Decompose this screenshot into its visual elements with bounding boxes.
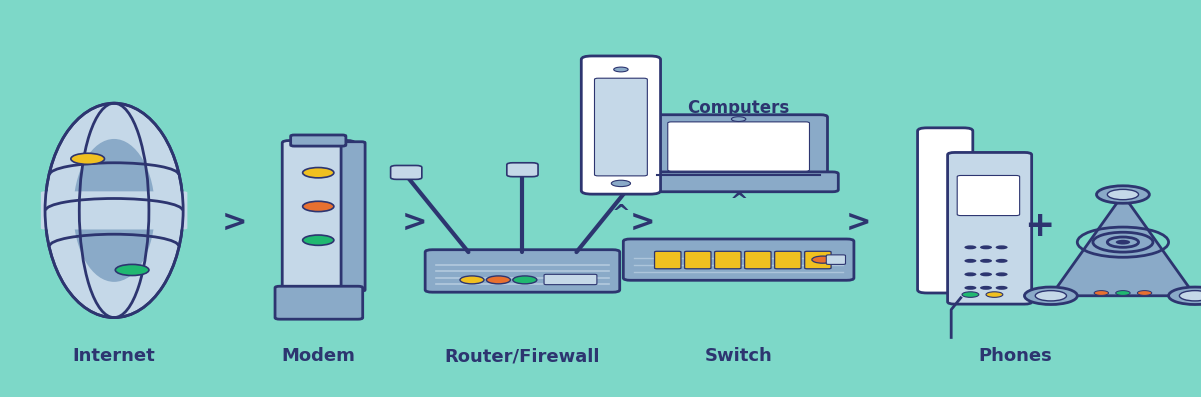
Ellipse shape (46, 103, 183, 318)
Circle shape (964, 245, 976, 249)
Circle shape (1137, 291, 1152, 295)
FancyBboxPatch shape (275, 286, 363, 319)
Circle shape (964, 272, 976, 276)
Circle shape (1116, 291, 1130, 295)
Text: >: > (846, 208, 872, 237)
Circle shape (1094, 291, 1109, 295)
Circle shape (980, 286, 992, 290)
FancyBboxPatch shape (623, 239, 854, 280)
Text: ^: ^ (611, 204, 631, 224)
Circle shape (303, 201, 334, 212)
Circle shape (1179, 291, 1201, 301)
Text: +: + (1023, 209, 1054, 243)
FancyBboxPatch shape (507, 163, 538, 177)
Circle shape (980, 245, 992, 249)
FancyBboxPatch shape (341, 142, 365, 291)
Circle shape (486, 276, 510, 284)
FancyBboxPatch shape (745, 251, 771, 269)
Circle shape (611, 180, 631, 187)
Text: Computers: Computers (687, 99, 790, 117)
Circle shape (1107, 189, 1139, 200)
FancyBboxPatch shape (775, 251, 801, 269)
Text: ^: ^ (729, 193, 748, 212)
FancyBboxPatch shape (544, 274, 597, 285)
Circle shape (513, 276, 537, 284)
Text: Switch: Switch (705, 347, 772, 365)
Ellipse shape (73, 139, 155, 282)
FancyBboxPatch shape (685, 251, 711, 269)
Text: >: > (221, 208, 247, 237)
Circle shape (1116, 240, 1130, 245)
FancyBboxPatch shape (639, 172, 838, 192)
Circle shape (1035, 291, 1066, 301)
FancyBboxPatch shape (668, 122, 809, 171)
Circle shape (303, 168, 334, 178)
Circle shape (986, 292, 1003, 297)
Text: Router/Firewall: Router/Firewall (444, 347, 600, 365)
Circle shape (731, 117, 746, 121)
FancyBboxPatch shape (425, 250, 620, 292)
Text: >: > (401, 208, 428, 237)
FancyBboxPatch shape (390, 166, 422, 179)
FancyBboxPatch shape (581, 56, 661, 194)
Circle shape (460, 276, 484, 284)
FancyBboxPatch shape (282, 141, 354, 292)
Circle shape (1097, 186, 1149, 203)
FancyBboxPatch shape (41, 191, 187, 229)
Circle shape (996, 259, 1008, 263)
Circle shape (303, 235, 334, 245)
FancyBboxPatch shape (291, 135, 346, 146)
Circle shape (115, 264, 149, 276)
FancyBboxPatch shape (594, 78, 647, 176)
Text: >: > (629, 208, 656, 237)
FancyBboxPatch shape (957, 175, 1020, 216)
Text: Internet: Internet (73, 347, 155, 365)
Circle shape (962, 292, 979, 297)
Circle shape (980, 259, 992, 263)
Circle shape (996, 286, 1008, 290)
Text: Phones: Phones (978, 347, 1052, 365)
FancyBboxPatch shape (826, 255, 846, 264)
FancyBboxPatch shape (805, 251, 831, 269)
FancyBboxPatch shape (650, 115, 827, 177)
Circle shape (964, 259, 976, 263)
Circle shape (996, 245, 1008, 249)
FancyBboxPatch shape (655, 251, 681, 269)
Circle shape (614, 67, 628, 72)
Circle shape (964, 286, 976, 290)
Polygon shape (1051, 195, 1195, 296)
Circle shape (1024, 287, 1077, 304)
Circle shape (1169, 287, 1201, 304)
Circle shape (996, 272, 1008, 276)
FancyBboxPatch shape (918, 128, 973, 293)
Circle shape (71, 153, 104, 164)
Circle shape (812, 256, 833, 263)
Text: Modem: Modem (281, 347, 355, 365)
FancyBboxPatch shape (623, 166, 655, 179)
FancyBboxPatch shape (715, 251, 741, 269)
Circle shape (980, 272, 992, 276)
FancyBboxPatch shape (948, 152, 1032, 304)
